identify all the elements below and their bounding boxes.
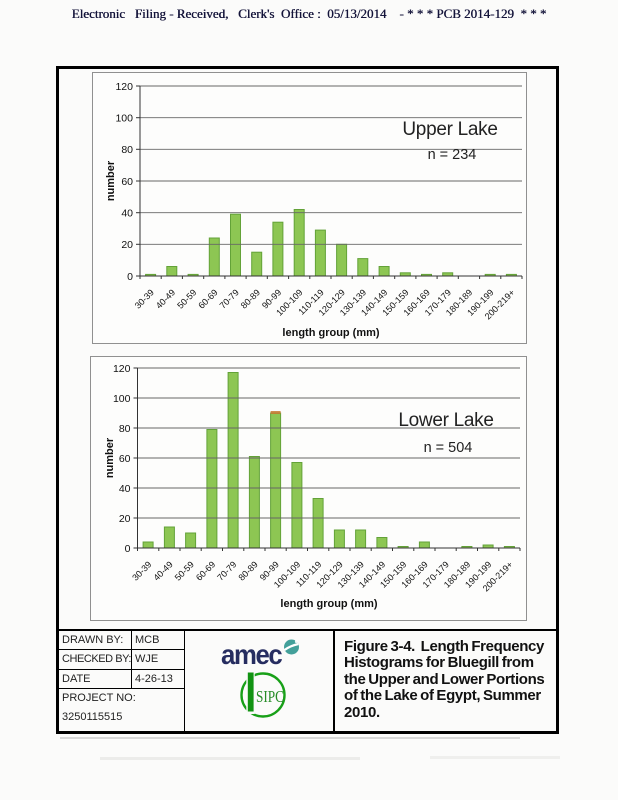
svg-text:40: 40 bbox=[121, 208, 133, 220]
svg-text:number: number bbox=[104, 437, 116, 478]
svg-text:n = 234: n = 234 bbox=[428, 147, 477, 163]
svg-text:0: 0 bbox=[125, 543, 131, 555]
svg-text:100: 100 bbox=[113, 393, 131, 405]
svg-text:SIPC: SIPC bbox=[256, 688, 284, 707]
svg-text:120: 120 bbox=[113, 363, 131, 375]
svg-text:80: 80 bbox=[121, 144, 133, 156]
svg-text:Lower Lake: Lower Lake bbox=[398, 410, 493, 431]
svg-text:length group (mm): length group (mm) bbox=[282, 327, 379, 339]
svg-text:n = 504: n = 504 bbox=[424, 440, 473, 456]
svg-text:20: 20 bbox=[119, 513, 131, 525]
svg-text:60: 60 bbox=[119, 453, 131, 465]
svg-text:100: 100 bbox=[115, 113, 133, 125]
svg-text:40: 40 bbox=[119, 483, 131, 495]
svg-text:20: 20 bbox=[121, 239, 133, 251]
svg-text:60: 60 bbox=[121, 176, 133, 188]
svg-text:120: 120 bbox=[115, 81, 133, 93]
svg-text:80: 80 bbox=[119, 423, 131, 435]
svg-text:length group (mm): length group (mm) bbox=[280, 598, 377, 610]
svg-text:number: number bbox=[105, 160, 117, 201]
svg-text:0: 0 bbox=[127, 271, 133, 283]
svg-text:Upper Lake: Upper Lake bbox=[402, 119, 497, 140]
